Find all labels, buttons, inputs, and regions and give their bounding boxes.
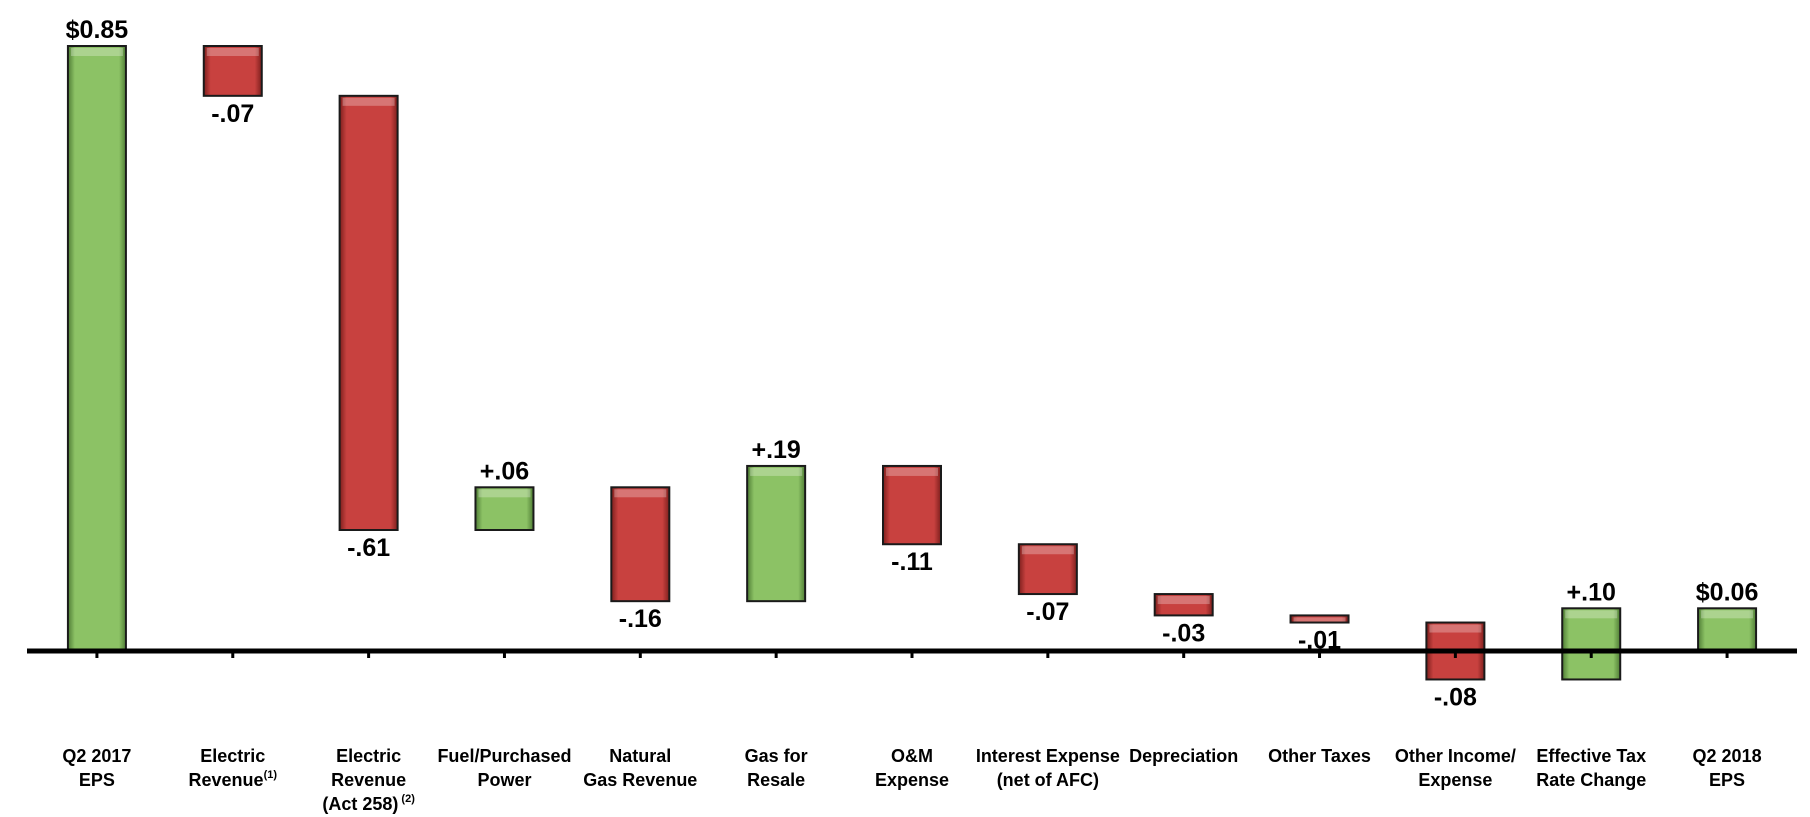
bar-highlight-7: [1021, 546, 1074, 555]
value-label-5: +.19: [751, 436, 800, 464]
value-label-1: -.07: [211, 100, 254, 128]
bar-highlight-2: [342, 97, 395, 106]
value-label-2: -.61: [347, 534, 390, 562]
bar-6: [882, 464, 942, 546]
bar-2: [338, 94, 399, 532]
value-label-4: -.16: [619, 605, 662, 633]
category-label-9: Other Taxes: [1268, 746, 1371, 766]
bars-layer: [66, 45, 1758, 681]
value-label-9: -.01: [1298, 627, 1341, 655]
bar-highlight-4: [614, 489, 667, 498]
value-label-6: -.11: [891, 548, 933, 576]
value-label-11: +.10: [1567, 578, 1616, 606]
value-label-3: +.06: [480, 457, 529, 485]
bar-highlight-3: [478, 489, 531, 498]
bar-5: [746, 464, 807, 603]
bar-highlight-6: [886, 467, 938, 476]
bar-highlight-1: [206, 48, 259, 56]
category-label-3: Fuel/Purchased Power: [437, 746, 571, 790]
bar-highlight-5: [750, 467, 803, 476]
category-label-4: Natural Gas Revenue: [583, 746, 697, 790]
category-label-12: Q2 2018 EPS: [1693, 746, 1762, 790]
value-label-7: -.07: [1026, 598, 1069, 626]
bar-highlight-12: [1701, 610, 1754, 619]
bar-highlight-8: [1157, 596, 1210, 605]
category-label-2: Electric Revenue (Act 258) (2): [322, 746, 415, 814]
bar-3: [474, 486, 535, 532]
value-labels: $0.85 -.07 -.61 +.06 -.16 +.19 -.11 -.07 -.03 -.0…: [66, 16, 1759, 711]
bar-1: [202, 45, 263, 97]
category-label-7: Interest Expense (net of AFC): [976, 746, 1120, 790]
x-axis-ticks: [95, 651, 1729, 658]
category-label-8: Depreciation: [1129, 746, 1238, 766]
value-label-12: $0.06: [1696, 578, 1759, 606]
bar-highlight-10: [1429, 624, 1482, 633]
bar-9: [1289, 614, 1350, 624]
category-label-0: Q2 2017 EPS: [62, 746, 131, 790]
bar-0: [66, 45, 127, 652]
category-labels: Q2 2017 EPS Electric Revenue(1) Electric Reve…: [62, 746, 1761, 814]
bar-4: [610, 486, 671, 603]
value-label-0: $0.85: [66, 16, 129, 44]
category-label-1: Electric Revenue(1): [189, 746, 278, 790]
bar-highlight-9: [1293, 617, 1346, 622]
category-label-6: O&M Expense: [875, 746, 949, 790]
category-label-5: Gas for Resale: [745, 746, 808, 790]
bar-7: [1017, 543, 1078, 596]
bar-11: [1561, 607, 1622, 681]
bar-highlight-0: [70, 48, 123, 56]
value-label-8: -.03: [1162, 619, 1205, 647]
category-label-10: Other Income/Expense: [1395, 746, 1516, 790]
value-label-10: -.08: [1434, 683, 1477, 711]
bar-8: [1153, 593, 1214, 617]
category-label-11: Effective Tax Rate Change: [1536, 746, 1646, 790]
bar-highlight-11: [1565, 610, 1618, 619]
